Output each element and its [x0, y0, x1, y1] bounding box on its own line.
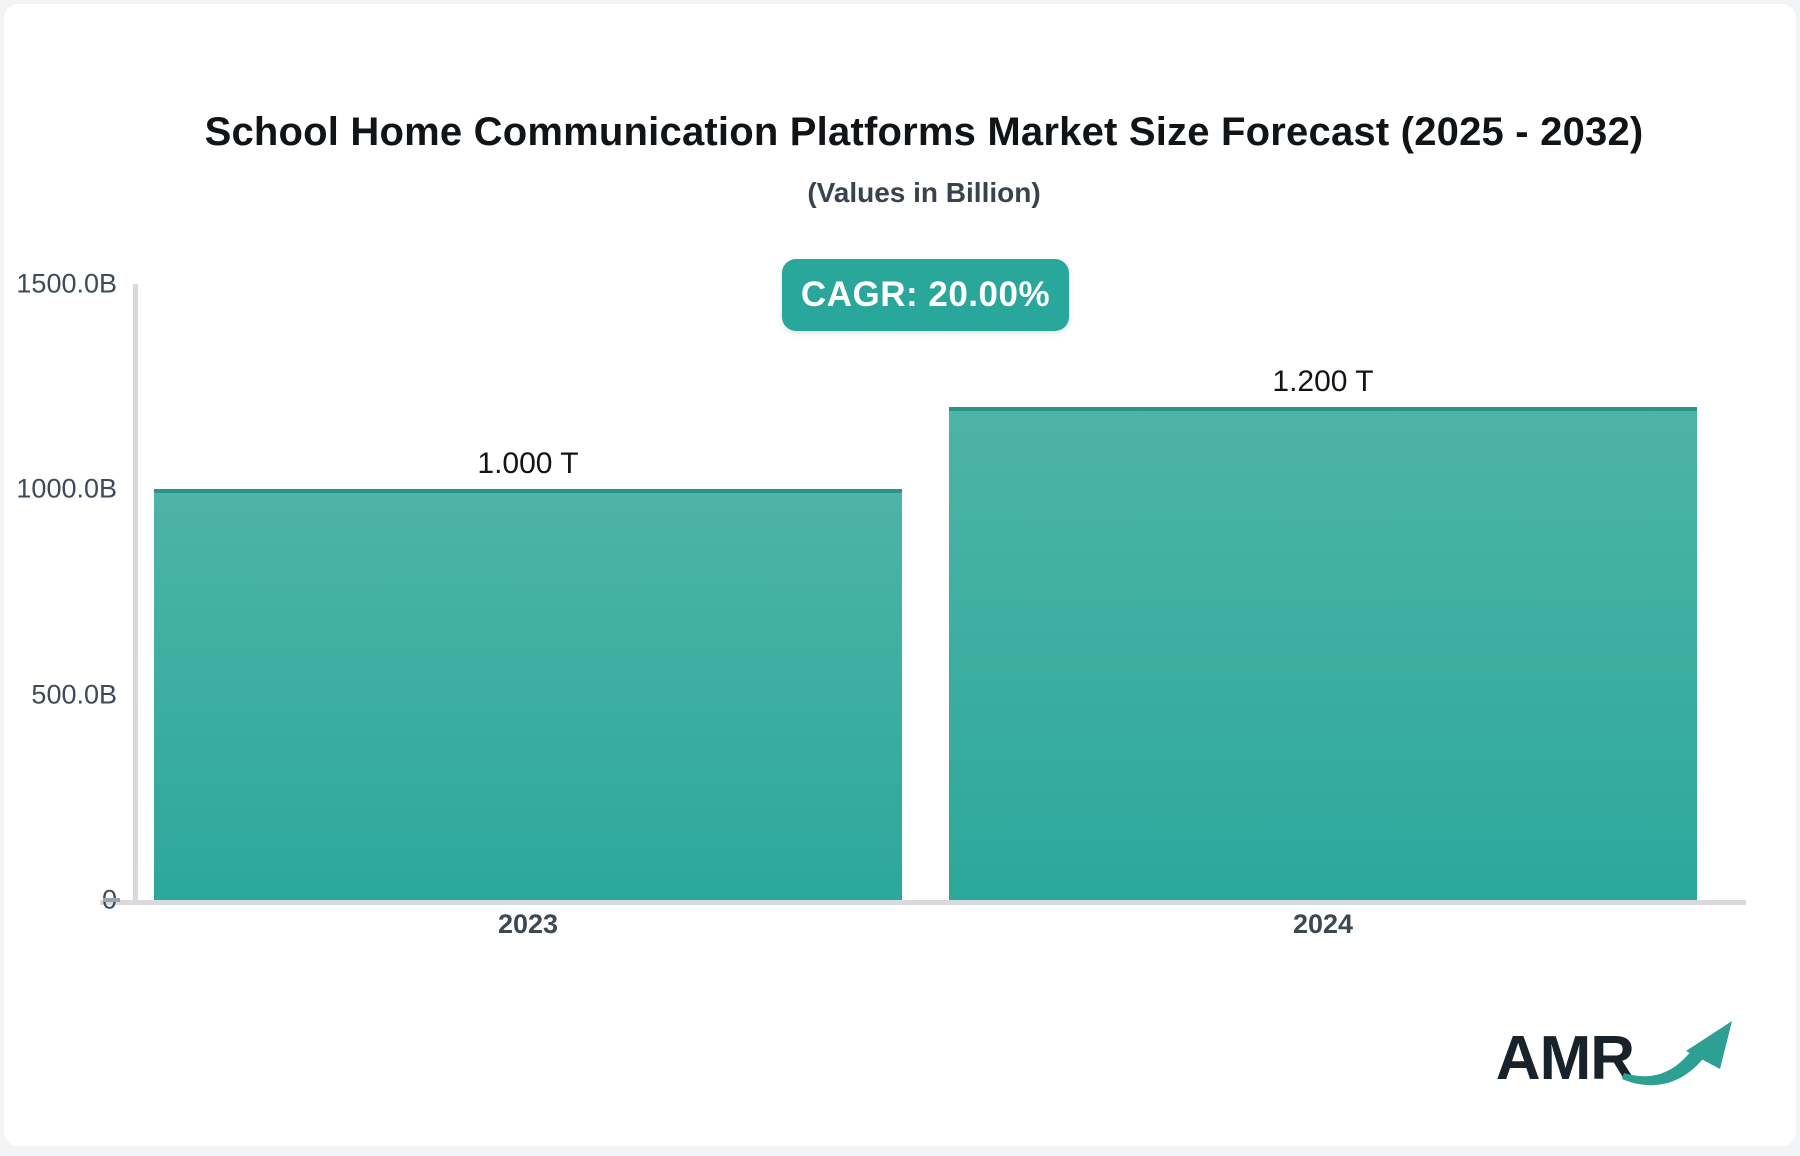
- amr-logo-text: AMR: [1495, 1024, 1635, 1093]
- y-tick-label: 1500.0B: [16, 268, 117, 299]
- x-axis-line: [100, 900, 1746, 905]
- amr-logo: AMR: [1496, 1017, 1738, 1090]
- y-tick-label: 0: [4, 885, 117, 916]
- chart-header: School Home Communication Platforms Mark…: [52, 4, 1796, 209]
- y-tick-dash: [103, 898, 120, 902]
- chart-subtitle: (Values in Billion): [807, 177, 1041, 208]
- bar-2023: [154, 489, 902, 900]
- x-tick-label: 2024: [1292, 909, 1354, 939]
- bar-value-label: 1.200 T: [1272, 365, 1374, 398]
- bar-value-label: 1.000 T: [477, 447, 579, 480]
- growth-arrow-icon: [1620, 1017, 1738, 1096]
- y-axis-line: [133, 284, 138, 900]
- plot-area: 1500.0B 1000.0B 500.0B 0 1.000 T 2023 1.200 T 2…: [4, 4, 1796, 1146]
- chart-title: School Home Communication Platforms Mark…: [204, 110, 1644, 154]
- chart-card: School Home Communication Platforms Mark…: [4, 4, 1796, 1146]
- bar-2024: [949, 407, 1697, 900]
- y-tick-label: 500.0B: [31, 679, 117, 710]
- cagr-badge-label: CAGR: 20.00%: [800, 275, 1051, 314]
- y-tick-label: 1000.0B: [16, 473, 117, 504]
- x-tick-label: 2023: [497, 909, 559, 939]
- cagr-badge: CAGR: 20.00%: [782, 259, 1069, 331]
